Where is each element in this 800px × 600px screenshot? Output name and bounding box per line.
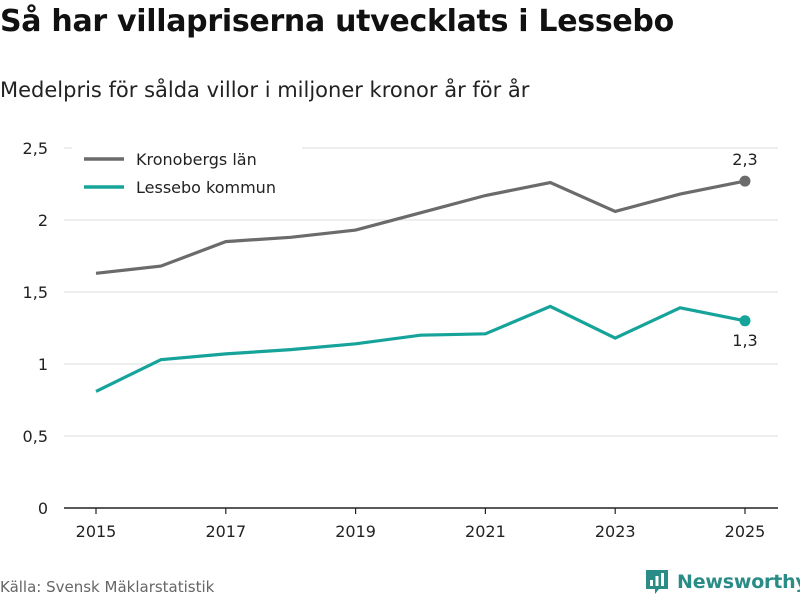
y-tick-label: 0,5 [23, 427, 48, 446]
legend-box [72, 144, 302, 206]
legend-label: Lessebo kommun [136, 178, 276, 197]
y-tick-label: 1 [38, 355, 48, 374]
series-line-kronobergs-lan [95, 179, 746, 275]
brand-logo[interactable]: Newsworthy [644, 568, 800, 596]
y-tick-label: 0 [38, 499, 48, 518]
series-line-lessebo-kommun [95, 304, 746, 393]
x-tick-label: 2017 [205, 522, 246, 541]
page-title: Så har villapriserna utvecklats i Lesseb… [0, 4, 674, 39]
x-tick-label: 2015 [76, 522, 117, 541]
series-end-point [739, 175, 751, 187]
series-end-label: 2,3 [732, 150, 757, 169]
source-note: Källa: Svensk Mäklarstatistik [0, 578, 215, 596]
y-tick-label: 2 [38, 211, 48, 230]
x-tick-label: 2021 [465, 522, 506, 541]
x-tick-label: 2025 [725, 522, 766, 541]
brand-name: Newsworthy [677, 571, 800, 593]
y-tick-label: 1,5 [23, 283, 48, 302]
legend-label: Kronobergs län [136, 150, 257, 169]
y-tick-label: 2,5 [23, 139, 48, 158]
series-end-label: 1,3 [732, 331, 757, 350]
bar-chart-logo-icon [646, 570, 668, 594]
series-end-point [739, 315, 751, 327]
x-tick-label: 2023 [595, 522, 636, 541]
page-subtitle: Medelpris för sålda villor i miljoner kr… [0, 78, 530, 102]
x-tick-label: 2019 [335, 522, 376, 541]
